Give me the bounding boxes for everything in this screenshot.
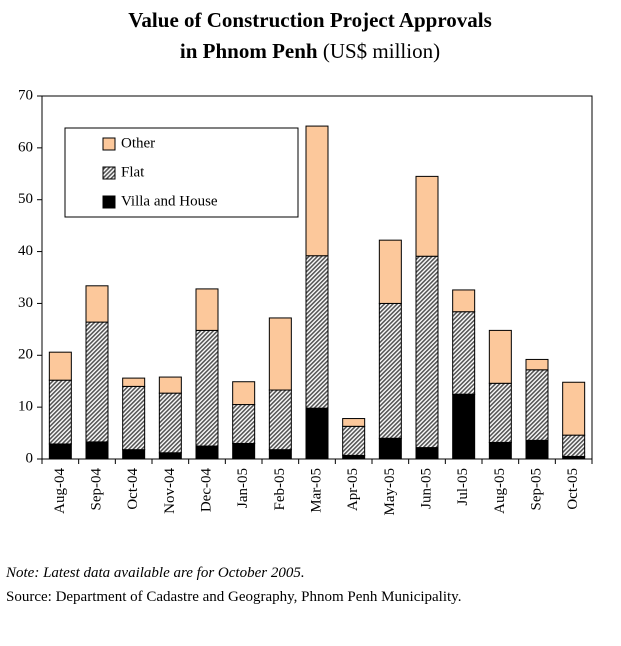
bar-segment bbox=[415, 255, 439, 449]
bar-segment bbox=[452, 393, 476, 460]
chart-title: Value of Construction Project Approvals bbox=[128, 8, 492, 32]
bar-segment bbox=[195, 288, 219, 331]
x-tick-label: Jul-05 bbox=[455, 468, 471, 506]
bar-segment bbox=[525, 439, 549, 460]
bar-segment bbox=[415, 175, 439, 257]
bar-segment bbox=[525, 369, 549, 441]
bar-segment bbox=[268, 449, 292, 460]
bar-segment bbox=[232, 381, 256, 406]
bar-segment bbox=[488, 382, 512, 443]
bar-segment bbox=[305, 407, 329, 460]
bar-segment bbox=[268, 389, 292, 451]
x-tick-label: Nov-04 bbox=[162, 468, 178, 514]
bar-segment bbox=[158, 452, 182, 460]
bar-segment bbox=[342, 425, 366, 456]
x-tick-label: Sep-05 bbox=[528, 468, 544, 511]
bar-segment bbox=[122, 385, 146, 451]
x-tick-label: Oct-04 bbox=[125, 468, 141, 510]
bar-segment bbox=[562, 381, 586, 436]
bar-segment bbox=[232, 442, 256, 460]
x-tick-label: Jan-05 bbox=[235, 468, 251, 508]
note: Note: Latest data available are for Octo… bbox=[6, 565, 305, 581]
y-tick-label: 0 bbox=[26, 450, 34, 466]
bar-segment bbox=[232, 404, 256, 444]
chart-title: in Phnom Penh (US$ million) bbox=[180, 39, 440, 63]
bar-segment bbox=[378, 239, 402, 304]
y-tick-label: 40 bbox=[18, 243, 33, 259]
bar-segment bbox=[85, 321, 109, 443]
y-tick-label: 30 bbox=[18, 295, 33, 311]
legend-label: Villa and House bbox=[121, 193, 218, 209]
y-tick-label: 60 bbox=[18, 139, 33, 155]
x-tick-label: Jun-05 bbox=[418, 468, 434, 509]
bar-segment bbox=[378, 437, 402, 460]
x-tick-label: Mar-05 bbox=[308, 468, 324, 513]
bar-segment bbox=[158, 392, 182, 454]
legend-swatch bbox=[102, 137, 116, 151]
y-tick-label: 50 bbox=[18, 191, 33, 207]
bar-segment bbox=[48, 351, 72, 381]
bar-segment bbox=[48, 379, 72, 445]
plot-frame bbox=[41, 95, 593, 460]
bar-segment bbox=[488, 441, 512, 460]
bar-segment bbox=[158, 376, 182, 394]
bar-segment bbox=[415, 447, 439, 460]
bar-segment bbox=[268, 317, 292, 391]
bar-segment bbox=[525, 358, 549, 371]
x-tick-label: Apr-05 bbox=[345, 468, 361, 511]
bar-segment bbox=[85, 441, 109, 460]
bar-segment bbox=[378, 302, 402, 439]
bar-segment bbox=[195, 329, 219, 447]
x-tick-label: Sep-04 bbox=[88, 468, 104, 511]
bar-segment bbox=[488, 329, 512, 384]
y-tick-label: 20 bbox=[18, 347, 33, 363]
bar-segment bbox=[452, 289, 476, 313]
x-tick-label: Aug-04 bbox=[52, 468, 68, 514]
source: Source: Department of Cadastre and Geogr… bbox=[6, 589, 462, 605]
bar-segment bbox=[342, 418, 366, 427]
x-tick-label: Oct-05 bbox=[565, 468, 581, 510]
x-tick-label: Feb-05 bbox=[272, 468, 288, 511]
bar-segment bbox=[342, 454, 366, 460]
bar-segment bbox=[562, 434, 586, 457]
bar-segment bbox=[122, 377, 146, 387]
bar-segment bbox=[48, 443, 72, 460]
bar-segment bbox=[305, 125, 329, 257]
x-tick-label: May-05 bbox=[382, 468, 398, 516]
legend-swatch bbox=[102, 195, 116, 209]
x-tick-label: Dec-04 bbox=[198, 468, 214, 513]
chart-title-line: in Phnom Penh bbox=[180, 39, 318, 63]
y-tick-label: 70 bbox=[18, 87, 33, 103]
bar-segment bbox=[85, 285, 109, 323]
units: (US$ million) bbox=[323, 39, 440, 63]
bar-segment bbox=[195, 445, 219, 460]
chart: Value of Construction Project Approvals … bbox=[18, 8, 593, 516]
bar-segment bbox=[305, 255, 329, 409]
legend-label: Flat bbox=[121, 164, 145, 180]
legend-swatch bbox=[102, 166, 116, 180]
y-tick-label: 10 bbox=[18, 399, 33, 415]
bar-segment bbox=[122, 449, 146, 460]
x-tick-label: Aug-05 bbox=[492, 468, 508, 514]
bar-segment bbox=[452, 311, 476, 395]
legend-label: Other bbox=[121, 135, 155, 151]
